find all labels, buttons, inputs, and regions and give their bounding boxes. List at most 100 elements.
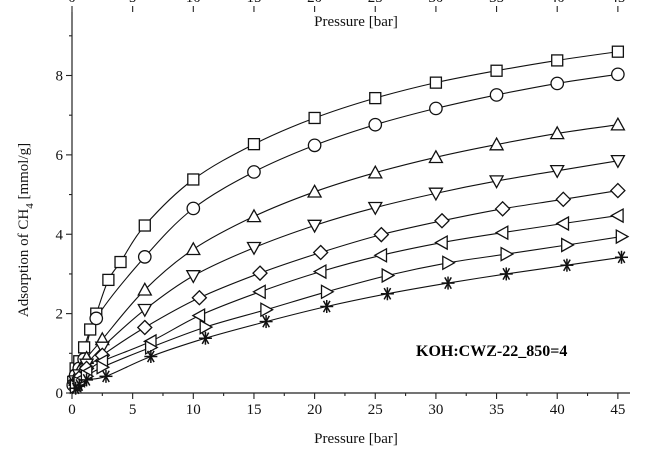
data-point-square [102, 273, 115, 287]
y-tick-label: 8 [56, 69, 64, 85]
x2-axis-title: Pressure [bar] [314, 14, 398, 30]
x-tick-label: 5 [129, 402, 137, 418]
y-axis-title-subscript: 4 [24, 203, 36, 209]
data-point-square [114, 255, 127, 269]
data-point-circle [89, 311, 104, 326]
data-point-triangle-up [367, 164, 383, 179]
data-point-square [611, 45, 625, 58]
data-point-circle [429, 101, 443, 116]
data-point-diamond [191, 289, 208, 306]
markers [66, 45, 630, 395]
data-point-triangle-left [434, 234, 448, 251]
data-point-triangle-down [246, 241, 262, 256]
data-point-triangle-down [367, 201, 383, 216]
y-tick-label: 0 [56, 386, 64, 402]
data-point-diamond [494, 200, 511, 217]
x-tick-label: 40 [550, 402, 565, 418]
x2-tick-label: 10 [186, 0, 201, 6]
data-point-square [490, 64, 503, 77]
data-point-circle [186, 201, 201, 216]
data-point-triangle-left [252, 284, 266, 300]
y-tick-label: 6 [56, 148, 64, 164]
data-point-triangle-right [96, 359, 111, 375]
y-axis-title-main: Adsorption of CH [16, 209, 32, 318]
series-markers [67, 45, 625, 389]
data-point-triangle-left [373, 247, 388, 263]
series-line [71, 215, 618, 394]
series-markers [69, 228, 630, 395]
x-tick-label: 30 [428, 402, 443, 418]
series-line [71, 256, 622, 394]
x-tick-label: 45 [610, 402, 625, 418]
data-point-triangle-up [246, 208, 262, 223]
data-point-triangle-right [615, 228, 630, 245]
data-point-square [187, 173, 200, 186]
x-axis-title: Pressure [bar] [314, 431, 398, 447]
data-point-triangle-up [306, 183, 323, 198]
x-tick-label: 35 [489, 402, 504, 418]
data-point-triangle-down [428, 187, 444, 202]
data-point-triangle-up [549, 125, 565, 140]
data-point-triangle-left [555, 215, 570, 232]
x-tick-label: 0 [68, 402, 76, 418]
data-point-triangle-down [488, 175, 505, 189]
y-axis: 0 2 4 6 8 [56, 12, 73, 402]
data-point-triangle-up [610, 116, 626, 131]
data-point-triangle-down [549, 164, 565, 179]
data-point-asterisk [441, 276, 455, 290]
data-point-triangle-down [610, 154, 626, 169]
series-line [71, 190, 618, 394]
y-axis-title-unit: [mmol/g] [16, 143, 32, 203]
data-point-triangle-left [610, 207, 624, 224]
top-axis: 0 5 10 15 20 25 30 35 40 45 [68, 0, 625, 12]
data-point-triangle-right [260, 302, 274, 318]
x2-tick-label: 40 [550, 0, 565, 6]
data-point-asterisk [198, 331, 212, 345]
data-point-square [247, 138, 261, 151]
data-point-circle [307, 138, 322, 153]
data-point-square [429, 76, 443, 89]
data-point-asterisk [320, 299, 334, 313]
x2-tick-label: 30 [428, 0, 443, 6]
x2-tick-label: 5 [129, 0, 137, 6]
data-point-circle [550, 76, 565, 91]
data-point-diamond [252, 265, 268, 282]
data-point-triangle-down [185, 270, 201, 284]
data-point-triangle-right [442, 255, 456, 271]
data-point-triangle-left [312, 263, 327, 280]
data-point-triangle-up [137, 281, 153, 296]
data-point-triangle-up [185, 241, 201, 256]
data-point-asterisk [259, 315, 273, 329]
x-tick-label: 10 [186, 402, 201, 418]
x2-tick-label: 15 [246, 0, 261, 6]
data-point-triangle-right [320, 284, 335, 300]
data-point-diamond [373, 226, 390, 243]
data-point-triangle-up [488, 136, 505, 151]
data-point-triangle-left [191, 307, 206, 324]
data-point-diamond [136, 319, 153, 336]
x2-tick-label: 0 [68, 0, 76, 6]
data-point-triangle-right [500, 246, 515, 262]
data-point-diamond [312, 244, 329, 261]
data-point-circle [489, 88, 504, 102]
data-point-triangle-right [381, 267, 396, 284]
data-point-triangle-right [199, 319, 214, 335]
x-axis: 0 5 10 15 20 25 30 35 40 45 [68, 392, 630, 418]
data-point-square [551, 54, 564, 67]
data-point-asterisk [380, 287, 394, 301]
series-markers [67, 207, 624, 393]
y-axis-title: Adsorption of CH4 [mmol/g] [16, 143, 36, 317]
y-tick-label: 4 [56, 227, 64, 243]
data-point-square [77, 341, 91, 354]
data-point-square [369, 91, 382, 105]
series-markers [69, 250, 629, 395]
data-point-triangle-right [561, 237, 575, 253]
sample-annotation: KOH:CWZ-22_850=4 [416, 343, 567, 360]
data-point-asterisk [615, 250, 629, 264]
data-point-triangle-down [137, 303, 153, 318]
data-point-square [138, 219, 151, 232]
data-point-triangle-left [494, 225, 509, 241]
x2-tick-label: 45 [610, 0, 625, 6]
data-point-diamond [555, 191, 572, 208]
